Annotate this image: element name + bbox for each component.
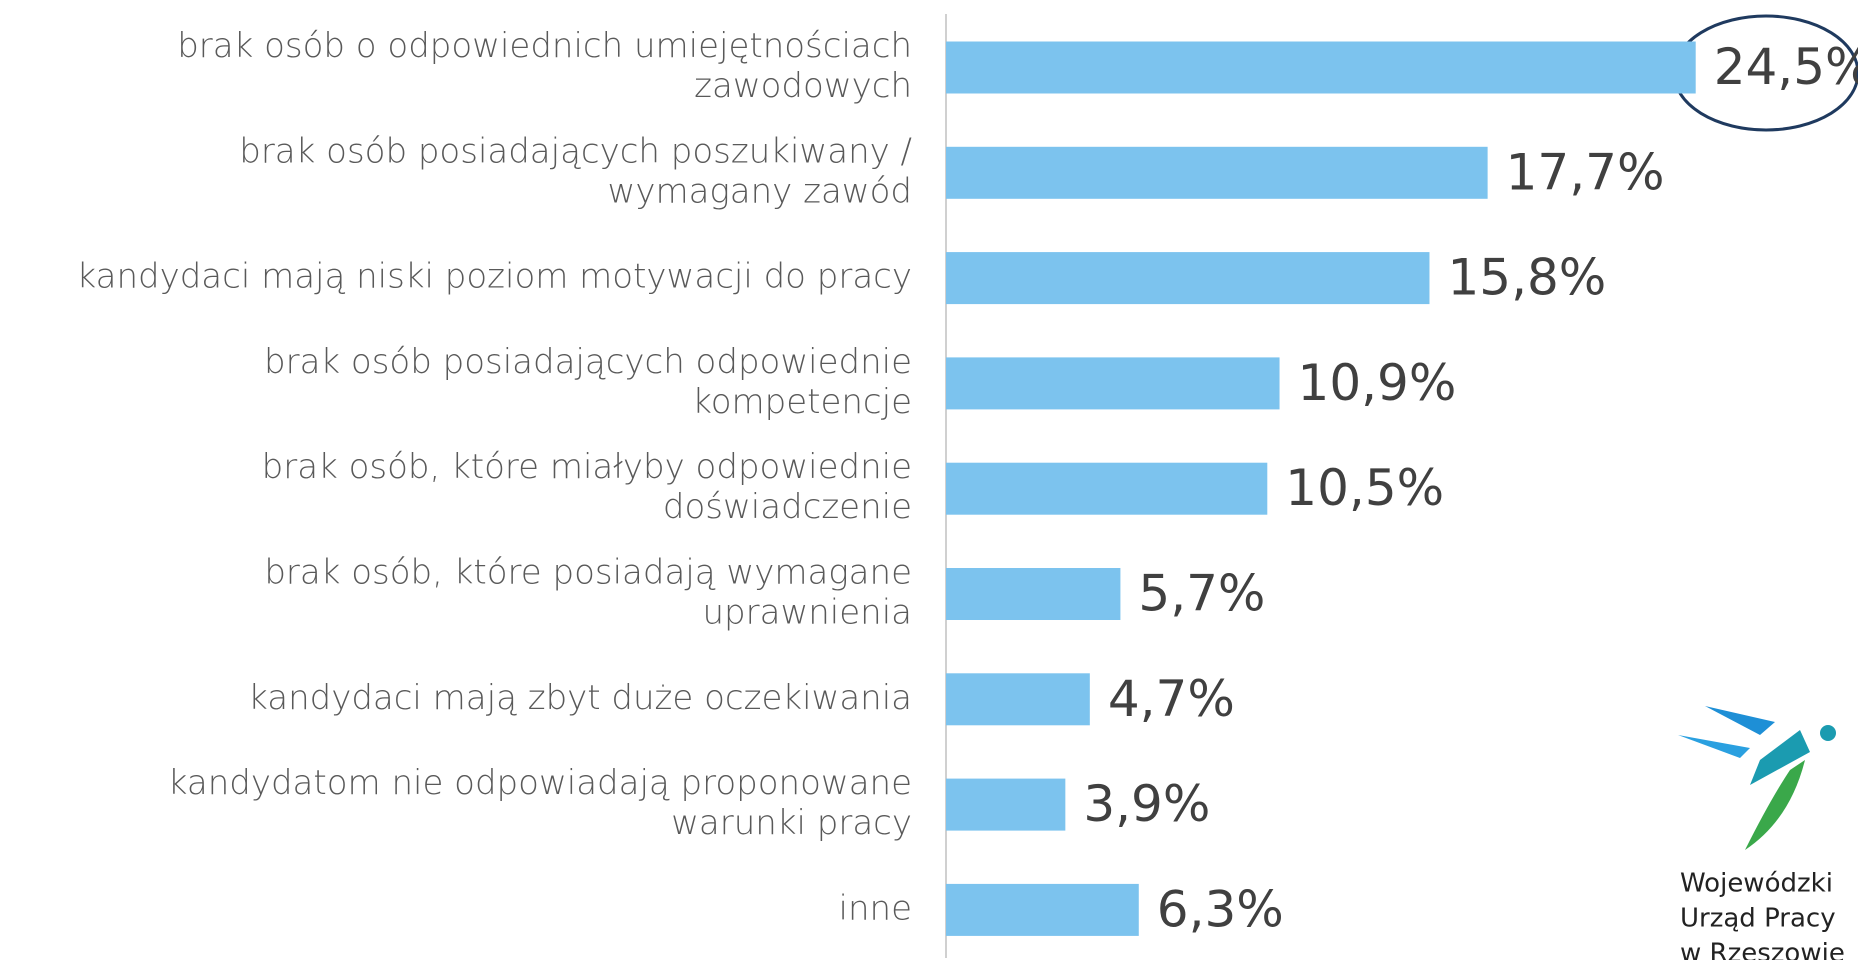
y-tick-label: brak osób, które posiadają wymagane	[264, 553, 912, 593]
data-label: 10,5%	[1285, 459, 1444, 517]
y-tick-label: kandydaci mają zbyt duże oczekiwania	[248, 678, 912, 718]
y-tick-label: brak osób posiadających odpowiednie	[264, 342, 912, 382]
data-label: 4,7%	[1108, 670, 1235, 728]
bar	[946, 778, 1066, 831]
logo-dot	[1820, 725, 1836, 741]
bar	[946, 883, 1139, 936]
y-tick-label: inne	[839, 888, 912, 928]
y-tick-label: kompetencje	[692, 382, 912, 422]
y-tick-label: brak osób posiadających poszukiwany /	[239, 131, 912, 171]
bar	[946, 357, 1280, 410]
data-label: 17,7%	[1506, 143, 1665, 201]
data-label: 10,9%	[1298, 354, 1457, 412]
logo-shape	[1750, 730, 1810, 785]
logo-text: Wojewódzki	[1680, 869, 1833, 899]
logo-text: w Rzeszowie	[1680, 939, 1845, 960]
y-tick-label: warunki pracy	[671, 803, 912, 843]
bar	[946, 673, 1090, 726]
data-label: 6,3%	[1157, 880, 1284, 938]
bar	[946, 252, 1430, 305]
data-label: 3,9%	[1083, 775, 1210, 833]
data-label: 15,8%	[1447, 249, 1606, 307]
bar	[946, 146, 1488, 199]
data-label: 24,5%	[1714, 38, 1858, 96]
y-tick-label: kandydatom nie odpowiadają proponowane	[168, 763, 912, 803]
logo-text: Urząd Pracy	[1680, 904, 1836, 934]
bar	[946, 568, 1121, 620]
data-label: 5,7%	[1138, 565, 1265, 623]
logo-shape	[1705, 706, 1775, 735]
y-tick-label: uprawnienia	[703, 593, 913, 633]
bar	[946, 462, 1268, 515]
y-tick-label: brak osób, które miałyby odpowiednie	[262, 447, 912, 487]
y-tick-label: doświadczenie	[663, 487, 912, 527]
y-tick-label: brak osób o odpowiednich umiejętnościach	[177, 26, 912, 66]
logo-shape	[1745, 760, 1805, 850]
logo-mark	[1678, 706, 1836, 850]
y-tick-label: wymagany zawód	[608, 171, 912, 211]
bar	[946, 41, 1696, 94]
logo-shape	[1678, 735, 1750, 758]
y-tick-label: kandydaci mają niski poziom motywacji do…	[77, 257, 912, 297]
y-tick-label: zawodowych	[694, 66, 912, 106]
